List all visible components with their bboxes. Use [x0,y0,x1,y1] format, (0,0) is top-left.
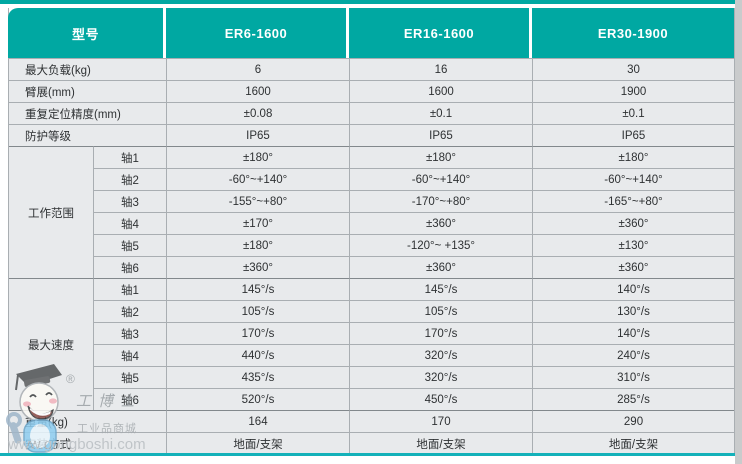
header-col-er6-1600: ER6-1600 [166,8,349,58]
cell-ms-4-1: 320°/s [349,344,532,366]
cell-ms-4-0: 440°/s [166,344,349,366]
cell-weight-1: 170 [349,410,532,432]
cell-ms-5-1: 320°/s [349,366,532,388]
cell-wr-6-1: ±360° [349,256,532,278]
cell-ms-3-2: 140°/s [532,322,734,344]
cell-wr-4-0: ±170° [166,212,349,234]
axis-label-wr-6: 轴6 [93,256,166,278]
cell-wr-2-1: -60°~+140° [349,168,532,190]
cell-wr-6-2: ±360° [532,256,734,278]
cell-ms-6-0: 520°/s [166,388,349,410]
cell-protection-0: IP65 [166,124,349,146]
axis-label-wr-3: 轴3 [93,190,166,212]
cell-reach-2: 1900 [532,80,734,102]
right-edge-strip [735,0,742,464]
row-label-weight: 重量(kg) [9,410,166,432]
cell-wr-6-0: ±360° [166,256,349,278]
cell-wr-2-2: -60°~+140° [532,168,734,190]
cell-payload-1: 16 [349,58,532,80]
cell-ms-6-2: 285°/s [532,388,734,410]
cell-mounting-1: 地面/支架 [349,432,532,454]
cell-wr-5-0: ±180° [166,234,349,256]
cell-ms-2-2: 130°/s [532,300,734,322]
cell-wr-1-1: ±180° [349,146,532,168]
cell-wr-5-1: -120°~ +135° [349,234,532,256]
axis-label-wr-4: 轴4 [93,212,166,234]
robot-spec-table: 型号 ER6-1600 ER16-1600 ER30-1900 最大负载(kg)… [8,8,735,454]
bottom-accent-line [0,453,735,456]
cell-ms-5-0: 435°/s [166,366,349,388]
axis-label-wr-2: 轴2 [93,168,166,190]
cell-repeatability-2: ±0.1 [532,102,734,124]
cell-mounting-0: 地面/支架 [166,432,349,454]
cell-wr-1-2: ±180° [532,146,734,168]
cell-payload-0: 6 [166,58,349,80]
cell-repeatability-0: ±0.08 [166,102,349,124]
axis-label-ms-5: 轴5 [93,366,166,388]
cell-ms-5-2: 310°/s [532,366,734,388]
cell-wr-2-0: -60°~+140° [166,168,349,190]
cell-wr-4-2: ±360° [532,212,734,234]
cell-ms-3-1: 170°/s [349,322,532,344]
cell-weight-0: 164 [166,410,349,432]
cell-wr-4-1: ±360° [349,212,532,234]
row-label-mounting: 安装方式 [9,432,166,454]
header-model-label: 型号 [8,8,166,58]
header-col-er30-1900: ER30-1900 [532,8,734,58]
cell-ms-6-1: 450°/s [349,388,532,410]
cell-mounting-2: 地面/支架 [532,432,734,454]
axis-label-ms-3: 轴3 [93,322,166,344]
cell-wr-3-0: -155°~+80° [166,190,349,212]
axis-label-ms-2: 轴2 [93,300,166,322]
cell-ms-2-1: 105°/s [349,300,532,322]
row-label-repeatability: 重复定位精度(mm) [9,102,166,124]
cell-reach-0: 1600 [166,80,349,102]
group-label-work-range: 工作范围 [9,146,93,278]
cell-ms-1-2: 140°/s [532,278,734,300]
cell-wr-1-0: ±180° [166,146,349,168]
cell-wr-5-2: ±130° [532,234,734,256]
top-accent-strip [0,0,737,4]
row-label-reach: 臂展(mm) [9,80,166,102]
axis-label-wr-1: 轴1 [93,146,166,168]
cell-ms-2-0: 105°/s [166,300,349,322]
cell-ms-4-2: 240°/s [532,344,734,366]
cell-wr-3-2: -165°~+80° [532,190,734,212]
group-label-max-speed: 最大速度 [9,278,93,410]
axis-label-ms-6: 轴6 [93,388,166,410]
cell-reach-1: 1600 [349,80,532,102]
cell-ms-3-0: 170°/s [166,322,349,344]
cell-protection-1: IP65 [349,124,532,146]
cell-protection-2: IP65 [532,124,734,146]
cell-repeatability-1: ±0.1 [349,102,532,124]
axis-label-ms-1: 轴1 [93,278,166,300]
row-label-payload: 最大负载(kg) [9,58,166,80]
axis-label-ms-4: 轴4 [93,344,166,366]
cell-payload-2: 30 [532,58,734,80]
cell-wr-3-1: -170°~+80° [349,190,532,212]
cell-weight-2: 290 [532,410,734,432]
row-label-protection: 防护等级 [9,124,166,146]
axis-label-wr-5: 轴5 [93,234,166,256]
header-col-er16-1600: ER16-1600 [349,8,532,58]
cell-ms-1-1: 145°/s [349,278,532,300]
cell-ms-1-0: 145°/s [166,278,349,300]
